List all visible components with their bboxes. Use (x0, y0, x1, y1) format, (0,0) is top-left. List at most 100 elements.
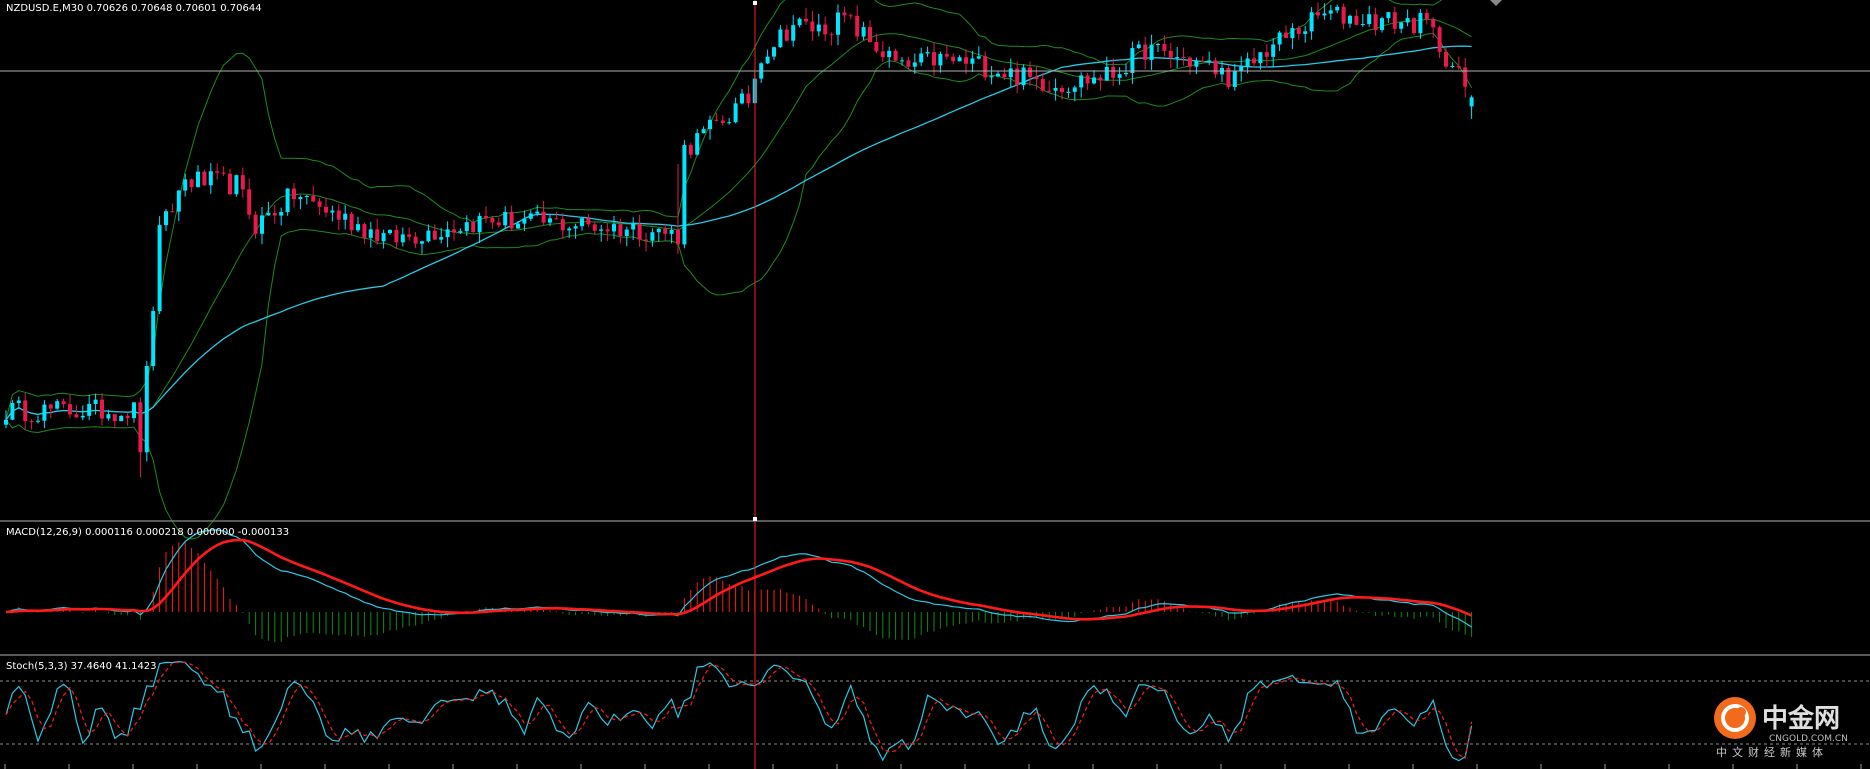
candle-body (868, 27, 872, 43)
candle-body (471, 222, 476, 233)
candle-body (112, 414, 117, 422)
candle-body (125, 415, 130, 419)
candle-body (592, 224, 597, 231)
candle-body (906, 60, 911, 67)
candle-body (1111, 66, 1116, 78)
candle-body (144, 366, 149, 453)
candle-body (4, 419, 8, 425)
candle-body (426, 230, 431, 242)
shift-marker-icon[interactable] (1490, 0, 1502, 6)
candle-body (151, 311, 156, 367)
candle-body (330, 210, 335, 213)
candle-body (189, 179, 194, 188)
candle-body (311, 196, 316, 202)
candle-body (48, 404, 53, 409)
candle-body (407, 234, 412, 237)
watermark-logo-text: 中金网 (1762, 703, 1840, 734)
candle-body (1469, 97, 1474, 107)
candle-body (394, 229, 399, 243)
candle-body (1117, 74, 1122, 78)
candle-body (714, 119, 719, 121)
candle-body (804, 18, 808, 22)
candle-body (554, 218, 559, 220)
candle-body (970, 58, 975, 64)
candle-body (1367, 14, 1372, 25)
candle-body (464, 222, 469, 232)
candle-body (1226, 67, 1231, 87)
stochastic-panel[interactable]: Stoch(5,3,3) 37.4640 41.1423 (0, 660, 1870, 762)
candle-body (170, 211, 175, 213)
candle-body (36, 420, 40, 422)
candle-body (810, 21, 815, 32)
candle-body (964, 57, 968, 64)
candle-body (567, 228, 572, 231)
candle-body (292, 188, 296, 200)
candle-body (912, 62, 917, 67)
candle-body (1316, 12, 1320, 16)
candle-body (855, 15, 860, 37)
candle-body (509, 211, 514, 229)
candle-body (1002, 73, 1007, 78)
candle-body (586, 218, 591, 225)
time-axis-ticks (4, 764, 1862, 769)
candle-body (976, 56, 981, 59)
candle-body (1034, 76, 1039, 80)
candle-body (1386, 12, 1391, 19)
candle-body (87, 403, 92, 416)
candle-body (1405, 18, 1410, 23)
candle-body (1277, 32, 1282, 45)
crosshair-handle-bottom[interactable] (753, 517, 757, 521)
candle-body (663, 228, 668, 234)
watermark-domain: CNGOLD.COM.CN (1769, 734, 1848, 744)
candle-body (1258, 52, 1263, 64)
candle-body (1264, 52, 1269, 57)
band-middle (5, 18, 1472, 421)
band-upper (5, 0, 1442, 420)
candle-body (215, 171, 220, 173)
candle-body (1213, 60, 1218, 75)
candle-body (458, 231, 463, 233)
candle-body (893, 50, 898, 61)
candle-body (272, 212, 277, 216)
moving-average (5, 45, 1472, 421)
candle-body (208, 171, 213, 186)
candle-body (1053, 87, 1058, 91)
candle-body (612, 224, 616, 232)
logo-icon (1714, 697, 1756, 739)
candle-body (503, 211, 508, 226)
candle-body (1079, 75, 1084, 88)
candle-body (1072, 87, 1077, 92)
candle-body (1021, 67, 1026, 86)
candle-body (74, 414, 79, 418)
candle-body (842, 12, 847, 16)
candle-body (413, 236, 418, 244)
candle-body (708, 119, 712, 130)
candle-body (816, 24, 821, 32)
candlesticks (4, 2, 1474, 478)
candle-body (375, 229, 380, 242)
candle-body (1098, 77, 1103, 81)
candle-body (682, 145, 687, 245)
candle-body (1092, 77, 1096, 84)
candle-body (381, 233, 386, 242)
candle-body (23, 400, 28, 422)
candle-body (772, 47, 776, 57)
candle-body (938, 53, 943, 66)
candle-body (93, 399, 98, 404)
crosshair-handle-top[interactable] (753, 1, 757, 5)
candle-body (439, 237, 444, 240)
watermark: 中金网 CNGOLD.COM.CN 中文财经新媒体 (1714, 697, 1848, 759)
price-panel[interactable]: NZDUSD.E,M30 0.70626 0.70648 0.70601 0.7… (0, 0, 1870, 540)
candle-body (631, 223, 636, 230)
candle-body (388, 229, 392, 234)
candle-body (656, 228, 661, 233)
candle-body (317, 201, 322, 207)
candle-body (1450, 65, 1455, 67)
candle-body (266, 212, 271, 216)
price-header: NZDUSD.E,M30 0.70626 0.70648 0.70601 0.7… (6, 3, 262, 14)
candle-body (861, 27, 866, 37)
candle-body (516, 223, 520, 229)
candle-body (1239, 66, 1244, 72)
macd-panel[interactable]: MACD(12,26,9) 0.000116 0.000218 0.000000… (5, 527, 1473, 643)
